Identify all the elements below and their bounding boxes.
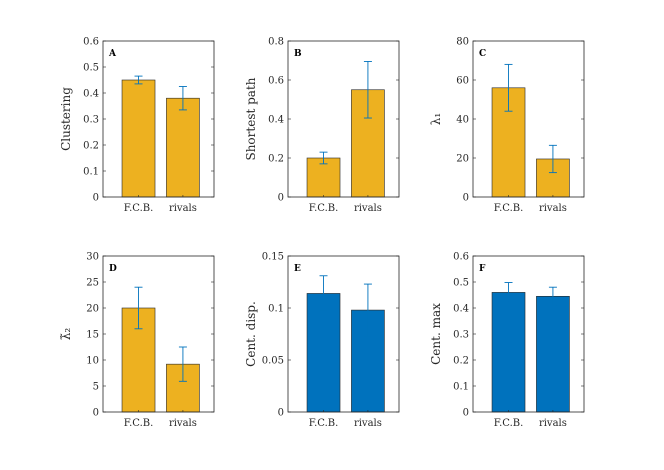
bar-fcb [306, 157, 341, 198]
y-tick-label: 0.6 [83, 37, 99, 48]
panel-letter: D [109, 264, 117, 274]
y-tick-label: 60 [456, 76, 469, 87]
y-tick-label: 0.4 [453, 304, 469, 315]
panel-letter: F [479, 264, 486, 274]
panel-letter: E [294, 264, 301, 274]
y-tick-label: 0.15 [262, 252, 284, 263]
y-tick-label: 0.3 [83, 115, 99, 126]
bar-fcb [491, 292, 526, 413]
y-tick-label: 0.3 [453, 330, 469, 341]
y-tick-label: 0 [93, 193, 99, 204]
panel-c: F.C.B. rivals 0 20 40 60 80 λ₁ C [429, 37, 585, 214]
y-tick-label: 40 [456, 115, 469, 126]
y-tick-label: 80 [456, 37, 469, 48]
y-tick-label: 0.5 [453, 278, 469, 289]
y-tick-label: 0.6 [268, 76, 284, 87]
y-tick-label: 0.6 [453, 252, 469, 263]
panel-letter: B [294, 49, 302, 59]
x-tick-label: rivals [354, 418, 382, 429]
y-tick-label: 0.05 [262, 356, 284, 367]
y-tick-label: 0 [463, 193, 469, 204]
y-tick-label: 0.1 [453, 382, 469, 393]
panel-letter: A [108, 49, 117, 59]
y-tick-label: 20 [456, 154, 469, 165]
y-tick-label: 0 [93, 408, 99, 419]
y-tick-label: 0.1 [83, 167, 99, 178]
panel-f: F.C.B. rivals 0 0.1 0.2 0.3 0.4 0.5 0.6 Cent. max… [429, 252, 585, 429]
panel-a: F.C.B. rivals 0 0.1 0.2 0.3 0.4 0.5 0.6 Clusterin… [59, 37, 215, 214]
x-tick-label: rivals [169, 418, 197, 429]
x-tick-label: rivals [354, 203, 382, 214]
panel-letter: C [479, 49, 486, 59]
y-tick-label: 0.5 [83, 63, 99, 74]
y-tick-label: 0 [463, 408, 469, 419]
x-tick-label: F.C.B. [309, 418, 339, 429]
y-axis-label: Shortest path [244, 77, 258, 160]
x-tick-label: F.C.B. [124, 418, 154, 429]
panel-d: F.C.B. rivals 0 5 10 15 20 25 30 λ̃₂ D [59, 252, 215, 429]
y-axis-label: λ₁ [429, 113, 443, 125]
y-tick-label: 0.4 [268, 115, 284, 126]
y-tick-label: 0.8 [268, 37, 284, 48]
y-tick-label: 0.2 [83, 141, 99, 152]
axes-box [287, 255, 400, 413]
y-tick-label: 10 [86, 356, 99, 367]
y-tick-label: 0.2 [268, 154, 284, 165]
x-tick-label: F.C.B. [494, 418, 524, 429]
y-tick-label: 0.1 [268, 304, 284, 315]
x-tick-label: rivals [539, 203, 567, 214]
y-axis-label: Clustering [59, 87, 73, 151]
x-tick-label: F.C.B. [494, 203, 524, 214]
y-axis-label: Cent. max [429, 303, 443, 365]
y-tick-label: 30 [86, 252, 99, 263]
y-tick-label: 20 [86, 304, 99, 315]
panel-e: F.C.B. rivals 0 0.05 0.1 0.15 Cent. disp. E [244, 252, 400, 429]
x-tick-label: rivals [169, 203, 197, 214]
y-tick-label: 0.2 [453, 356, 469, 367]
y-tick-label: 0 [278, 193, 284, 204]
y-tick-label: 25 [86, 278, 99, 289]
x-tick-label: F.C.B. [124, 203, 154, 214]
bar-fcb [121, 79, 156, 198]
bar-fcb [306, 293, 341, 413]
y-tick-label: 0 [278, 408, 284, 419]
x-tick-label: F.C.B. [309, 203, 339, 214]
y-tick-label: 5 [93, 382, 99, 393]
x-tick-label: rivals [539, 418, 567, 429]
bar-rivals [166, 97, 200, 198]
y-axis-label: λ̃₂ [59, 328, 73, 341]
y-tick-label: 15 [86, 330, 99, 341]
panel-b: F.C.B. rivals 0 0.2 0.4 0.6 0.8 Shortest path B [244, 37, 400, 214]
y-axis-label: Cent. disp. [244, 301, 258, 367]
bar-rivals [536, 295, 570, 413]
y-tick-label: 0.4 [83, 89, 99, 100]
